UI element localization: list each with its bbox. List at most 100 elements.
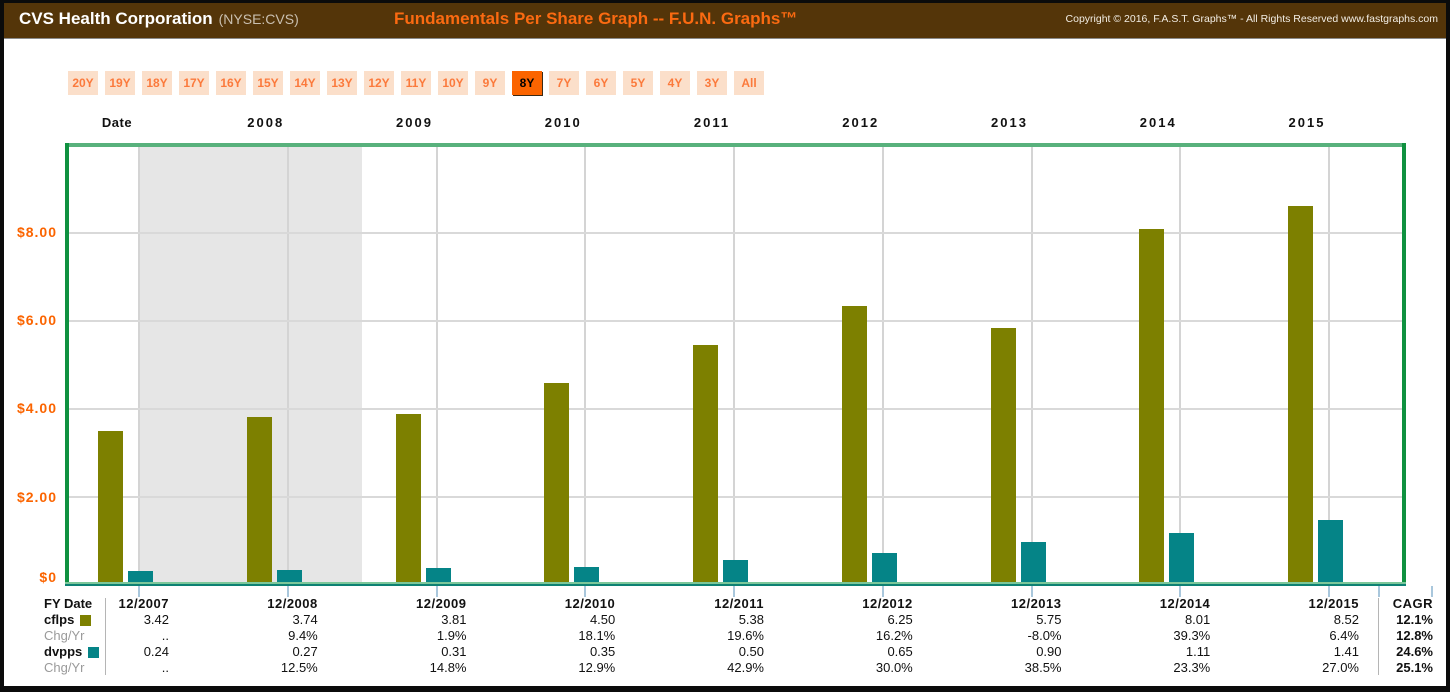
column-tick-6 [1030,586,1033,597]
period-button-all[interactable]: All [734,71,764,95]
y-axis-label-3: $2.00 [16,489,57,505]
cell-fy: 12/2008 [267,596,318,611]
year-label-2015: 2015 [1288,115,1326,130]
cell-cflps: 5.38 [738,612,764,627]
plot-border-right [1402,143,1406,586]
cell-cflps: 6.25 [887,612,913,627]
bar-cflps-12-2011 [693,345,718,582]
cell-dvpps: 0.35 [589,644,616,659]
column-tick-10 [1431,586,1433,597]
cell-dvpps_chg: 27.0% [1322,660,1359,675]
bar-dvpps-12-2007 [128,571,153,582]
period-button-15y[interactable]: 15Y [253,71,283,95]
cflps-legend-swatch [80,614,92,626]
period-button-6y[interactable]: 6Y [586,71,616,95]
vertical-gridline-4 [733,147,735,582]
cagr-cflps: 12.1% [1396,612,1433,627]
table-column-12-2007: 12/2007 3.42.. 0.24.. [19,596,170,676]
bar-cflps-12-2013 [990,328,1016,582]
period-button-11y[interactable]: 11Y [401,71,431,95]
row-label-chg-yr: Chg/Yr [44,660,99,676]
cell-dvpps_chg: .. [161,660,169,675]
bar-cflps-12-2008 [246,417,272,582]
cell-cflps_chg: 39.3% [1173,628,1211,643]
period-button-20y[interactable]: 20Y [68,71,98,95]
vertical-gridline-7 [1179,147,1182,582]
row-label-text: cflps [44,612,75,627]
cell-dvpps: 0.24 [143,644,169,659]
bar-dvpps-12-2011 [723,560,748,582]
title-bar: CVS Health Corporation (NYSE:CVS) Fundame… [0,0,1450,39]
bar-dvpps-12-2014 [1169,533,1195,582]
cell-dvpps_chg: 30.0% [875,660,913,675]
period-button-19y[interactable]: 19Y [105,71,135,95]
row-label-text: Chg/Yr [44,628,85,643]
column-tick-1 [286,586,289,597]
period-button-14y[interactable]: 14Y [290,71,320,95]
column-tick-7 [1179,586,1182,597]
period-button-9y[interactable]: 9Y [475,71,505,95]
period-button-16y[interactable]: 16Y [216,71,246,95]
bar-cflps-12-2015 [1288,206,1313,582]
bar-dvpps-12-2008 [276,570,302,582]
period-button-4y[interactable]: 4Y [660,71,690,95]
cell-cflps_chg: 6.4% [1329,628,1359,643]
horizontal-gridline-6 [69,320,1402,322]
cell-cflps: 3.42 [143,612,169,627]
plot-border-top [65,143,1406,147]
cell-cflps: 4.50 [589,612,616,627]
column-tick-8 [1328,586,1330,597]
row-label-chg-yr: Chg/Yr [44,628,99,644]
cell-dvpps: 0.27 [292,644,318,659]
cell-cflps_chg: 16.2% [875,628,913,643]
period-button-17y[interactable]: 17Y [179,71,209,95]
cell-cflps: 8.01 [1184,612,1211,627]
cell-cflps: 3.74 [292,612,318,627]
table-row-labels: FY Date cflps Chg/Yr dvpps Chg/Yr [44,596,100,676]
cell-dvpps: 0.50 [738,644,764,659]
column-tick-4 [733,586,735,597]
cell-cflps: 8.52 [1333,612,1359,627]
cell-dvpps: 0.90 [1036,644,1062,659]
horizontal-gridline-2 [69,496,1402,498]
cell-cflps_chg: 9.4% [288,628,318,643]
chart-plot-area [65,143,1406,586]
period-button-10y[interactable]: 10Y [438,71,468,95]
cell-dvpps: 0.65 [887,644,913,659]
cell-dvpps_chg: 42.9% [727,660,764,675]
cell-fy: 12/2007 [118,596,169,611]
bar-dvpps-12-2013 [1020,542,1046,582]
company-title: CVS Health Corporation (NYSE:CVS) [19,9,299,29]
ticker-symbol: (NYSE:CVS) [218,11,299,27]
bar-dvpps-12-2015 [1318,520,1343,582]
period-button-12y[interactable]: 12Y [364,71,394,95]
plot-baseline [65,582,1406,586]
bar-cflps-12-2012 [841,306,867,582]
table-column-12-2010: 12/2010 4.50 18.1% 0.35 12.9% [465,596,616,676]
cell-dvpps: 1.11 [1185,644,1211,659]
row-label-text: FY Date [44,596,93,611]
table-column-cagr: CAGR 12.1% 12.8% 24.6% 25.1% [1353,596,1433,676]
period-button-7y[interactable]: 7Y [549,71,579,95]
table-column-12-2009: 12/2009 3.81 1.9% 0.31 14.8% [317,596,467,676]
row-label-text: Chg/Yr [44,660,85,675]
table-column-12-2011: 12/2011 5.38 19.6% 0.50 42.9% [614,596,764,676]
vertical-gridline-6 [1030,147,1033,582]
y-axis-label-2: $4.00 [16,400,57,416]
period-button-5y[interactable]: 5Y [623,71,653,95]
y-axis-label-4: $0 [39,569,57,585]
bar-dvpps-12-2009 [425,568,451,582]
period-button-3y[interactable]: 3Y [697,71,727,95]
table-column-12-2014: 12/2014 8.01 39.3% 1.11 23.3% [1060,596,1211,676]
period-button-8y[interactable]: 8Y [512,71,542,95]
cell-fy: 12/2010 [564,596,616,611]
bar-cflps-12-2014 [1139,229,1165,582]
cell-dvpps_chg: 12.5% [280,660,318,675]
period-button-18y[interactable]: 18Y [142,71,172,95]
vertical-gridline-3 [584,147,587,582]
cagr-dvpps: 24.6% [1396,644,1433,659]
column-tick-5 [881,586,884,597]
cell-dvpps_chg: 14.8% [429,660,467,675]
cell-fy: 12/2015 [1308,596,1359,611]
period-button-13y[interactable]: 13Y [327,71,357,95]
